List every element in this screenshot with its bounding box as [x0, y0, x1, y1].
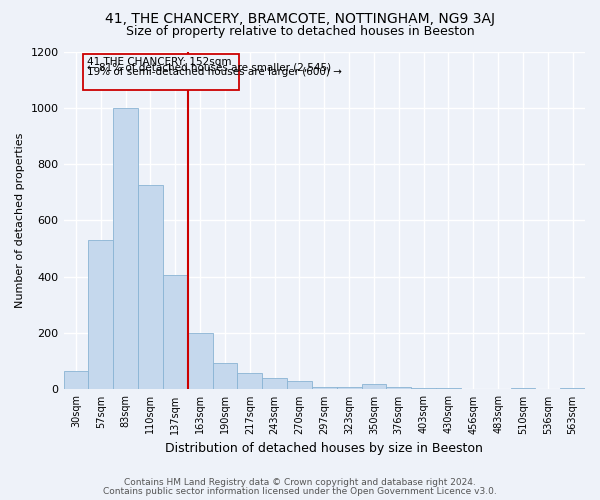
Bar: [511, 388, 535, 390]
Bar: [262, 378, 287, 390]
Bar: [163, 276, 188, 390]
Bar: [238, 372, 262, 390]
Bar: [436, 388, 461, 390]
Text: 41 THE CHANCERY: 152sqm: 41 THE CHANCERY: 152sqm: [87, 57, 232, 67]
Text: 19% of semi-detached houses are larger (600) →: 19% of semi-detached houses are larger (…: [87, 68, 342, 78]
Bar: [386, 386, 411, 390]
X-axis label: Distribution of detached houses by size in Beeston: Distribution of detached houses by size …: [166, 442, 483, 455]
Bar: [312, 386, 337, 390]
Bar: [287, 381, 312, 390]
Text: ← 81% of detached houses are smaller (2,545): ← 81% of detached houses are smaller (2,…: [87, 62, 331, 72]
Y-axis label: Number of detached properties: Number of detached properties: [15, 133, 25, 308]
Bar: [362, 384, 386, 390]
Text: 41, THE CHANCERY, BRAMCOTE, NOTTINGHAM, NG9 3AJ: 41, THE CHANCERY, BRAMCOTE, NOTTINGHAM, …: [105, 12, 495, 26]
Bar: [83, 54, 239, 90]
Bar: [138, 186, 163, 390]
Bar: [337, 386, 362, 390]
Bar: [212, 362, 238, 390]
Bar: [64, 371, 88, 390]
Bar: [411, 388, 436, 390]
Bar: [560, 388, 585, 390]
Bar: [113, 108, 138, 390]
Text: Contains HM Land Registry data © Crown copyright and database right 2024.: Contains HM Land Registry data © Crown c…: [124, 478, 476, 487]
Bar: [188, 333, 212, 390]
Text: Size of property relative to detached houses in Beeston: Size of property relative to detached ho…: [125, 25, 475, 38]
Text: Contains public sector information licensed under the Open Government Licence v3: Contains public sector information licen…: [103, 487, 497, 496]
Bar: [88, 240, 113, 390]
